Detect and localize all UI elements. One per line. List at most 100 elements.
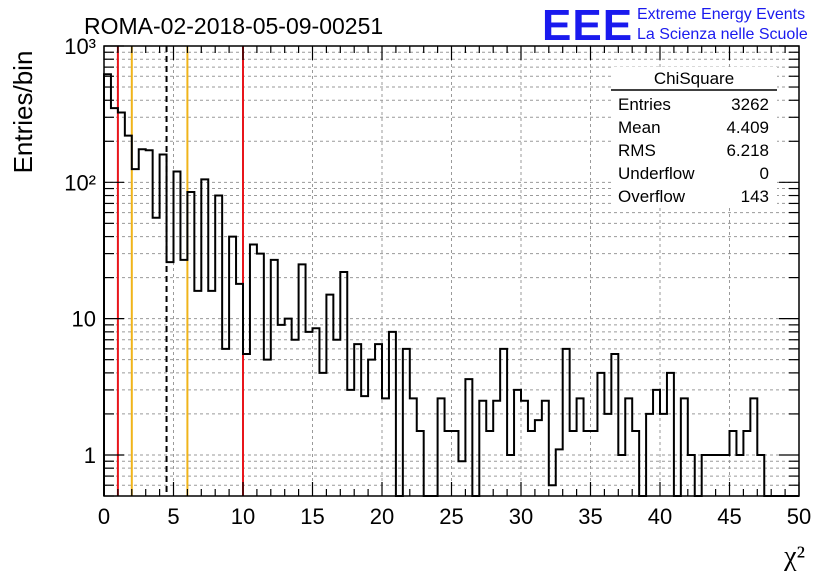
histogram-bin: [264, 360, 271, 496]
histogram-bin: [292, 340, 299, 496]
histogram-bin: [556, 449, 563, 496]
histogram-bin: [542, 401, 549, 496]
stats-row-value: 4.409: [726, 118, 769, 137]
histogram-bin: [535, 420, 542, 496]
stats-row-value: 0: [760, 164, 769, 183]
stats-box: ChiSquare Entries 3262 Mean 4.409 RMS 6.218 Un…: [611, 67, 777, 208]
histogram-bin: [361, 396, 368, 496]
x-tick-label: 10: [231, 504, 255, 529]
histogram-bin: [458, 461, 465, 496]
x-tick-label: 40: [648, 504, 672, 529]
histogram-bin: [445, 431, 452, 496]
stats-row-value: 143: [741, 187, 769, 206]
histogram-bin: [584, 431, 591, 496]
histogram-bin: [285, 319, 292, 496]
histogram-bin: [146, 150, 153, 496]
histogram-bin: [743, 431, 750, 496]
x-axis-label: χ²: [783, 541, 805, 572]
x-tick-label: 20: [370, 504, 394, 529]
stats-row-label: Mean: [618, 118, 661, 137]
x-tick-label: 45: [717, 504, 741, 529]
run-title: ROMA-02-2018-05-09-00251: [84, 13, 383, 39]
histogram-bin: [479, 401, 486, 496]
stats-row-label: Underflow: [618, 164, 695, 183]
histogram-bin: [730, 431, 737, 496]
histogram-bin: [452, 431, 459, 496]
y-tick-label: 10³: [64, 34, 96, 59]
histogram-bin: [528, 431, 535, 496]
x-tick-label: 35: [578, 504, 602, 529]
histogram-bin: [632, 431, 639, 496]
reference-lines: [116, 46, 244, 496]
histogram-bin: [563, 349, 570, 496]
histogram-bin: [653, 390, 660, 496]
histogram-bin: [257, 254, 264, 496]
x-tick-label: 50: [787, 504, 811, 529]
histogram-bin: [438, 398, 445, 496]
y-tick-label: 10: [72, 307, 96, 332]
histogram-bin: [417, 431, 424, 496]
histogram-bin: [153, 218, 160, 496]
histogram-bin: [174, 172, 181, 496]
histogram-bin: [271, 260, 278, 496]
histogram-bin: [354, 344, 361, 496]
brand-line-2: La Scienza nelle Scuole: [637, 26, 808, 43]
histogram-bin: [118, 113, 125, 496]
histogram-bin: [549, 485, 556, 496]
y-axis-label: Entries/bin: [8, 51, 38, 174]
x-tick-label: 30: [509, 504, 533, 529]
histogram-bin: [243, 354, 250, 496]
eee-logo: EEE: [542, 1, 633, 50]
histogram-bin: [514, 390, 521, 496]
histogram-bin: [591, 431, 598, 496]
histogram-bin: [187, 192, 194, 496]
histogram-bin: [125, 136, 132, 496]
stats-row-value: 6.218: [726, 141, 769, 160]
histogram-bin: [333, 340, 340, 496]
grid-layer: [104, 46, 799, 496]
histogram-bin: [278, 325, 285, 496]
histogram-bin: [500, 349, 507, 496]
histogram-bin: [319, 373, 326, 496]
histogram-bin: [222, 349, 229, 496]
stats-row-label: Overflow: [618, 187, 686, 206]
histogram-bin: [111, 108, 118, 496]
histogram-bin: [486, 431, 493, 496]
histogram-bin: [667, 373, 674, 496]
histogram-bin: [577, 398, 584, 496]
histogram-bin: [139, 149, 146, 496]
histogram-bin: [250, 244, 257, 496]
stats-row-label: RMS: [618, 141, 656, 160]
histogram-bin: [625, 398, 632, 496]
histogram-bin: [208, 291, 215, 496]
y-tick-label: 1: [84, 443, 96, 468]
histogram-bin: [313, 328, 320, 496]
x-tick-label: 5: [167, 504, 179, 529]
histogram-bin: [132, 169, 139, 496]
histogram-bin: [347, 390, 354, 496]
histogram-bin: [750, 398, 757, 496]
histogram-bin: [104, 74, 111, 496]
stats-title: ChiSquare: [654, 69, 734, 88]
x-tick-label: 25: [439, 504, 463, 529]
stats-row-label: Entries: [618, 95, 671, 114]
y-tick-label: 10²: [64, 170, 96, 195]
histogram-bin: [403, 349, 410, 496]
histogram-bin: [229, 237, 236, 496]
histogram-bin: [180, 260, 187, 496]
histogram-bin: [201, 179, 208, 496]
x-tick-label: 15: [300, 504, 324, 529]
histogram-bin: [410, 398, 417, 496]
brand-line-1: Extreme Energy Events: [637, 6, 805, 23]
histogram-bin: [382, 398, 389, 496]
histogram-bin: [597, 373, 604, 496]
histogram-bin: [340, 272, 347, 496]
histogram-bin: [521, 401, 528, 496]
histogram-bin: [570, 431, 577, 496]
histogram-bin: [465, 379, 472, 496]
histogram-bin: [375, 344, 382, 496]
histogram-bin: [194, 291, 201, 496]
histogram-bin: [611, 354, 618, 496]
histogram-bin: [681, 398, 688, 496]
